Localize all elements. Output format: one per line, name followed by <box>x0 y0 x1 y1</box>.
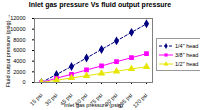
svg-text:75 psi: 75 psi <box>88 92 104 107</box>
svg-text:120 psi: 120 psi <box>132 92 149 109</box>
svg-text:30 psi: 30 psi <box>44 92 59 107</box>
html-text:1/4" head: 1/4" head <box>175 42 199 49</box>
svg-text:Fluid output pressure (psig) →: Fluid output pressure (psig) → <box>5 14 11 88</box>
html-text:Inlet gas pressure Vs fluid ou: Inlet gas pressure Vs fluid output press… <box>28 1 172 8</box>
svg-text:6000: 6000 <box>13 47 25 53</box>
svg-text:2000: 2000 <box>13 69 25 75</box>
svg-text:0: 0 <box>22 79 25 85</box>
html-text:1/2" head: 1/2" head <box>175 60 199 67</box>
html-text:3/8" head: 3/8" head <box>175 51 199 58</box>
svg-text:10000: 10000 <box>10 26 25 32</box>
svg-text:8000: 8000 <box>13 37 25 43</box>
svg-text:15 psi: 15 psi <box>29 92 44 107</box>
svg-text:12000: 12000 <box>10 15 25 21</box>
svg-text:4000: 4000 <box>13 58 25 64</box>
svg-text:105 psi: 105 psi <box>116 92 134 109</box>
svg-text:45 psi: 45 psi <box>58 92 74 107</box>
svg-text:90 psi: 90 psi <box>103 92 119 107</box>
svg-text:60 psi: 60 psi <box>73 92 89 107</box>
svg-text:Inlet gas pressure (psig): Inlet gas pressure (psig) <box>64 102 123 108</box>
